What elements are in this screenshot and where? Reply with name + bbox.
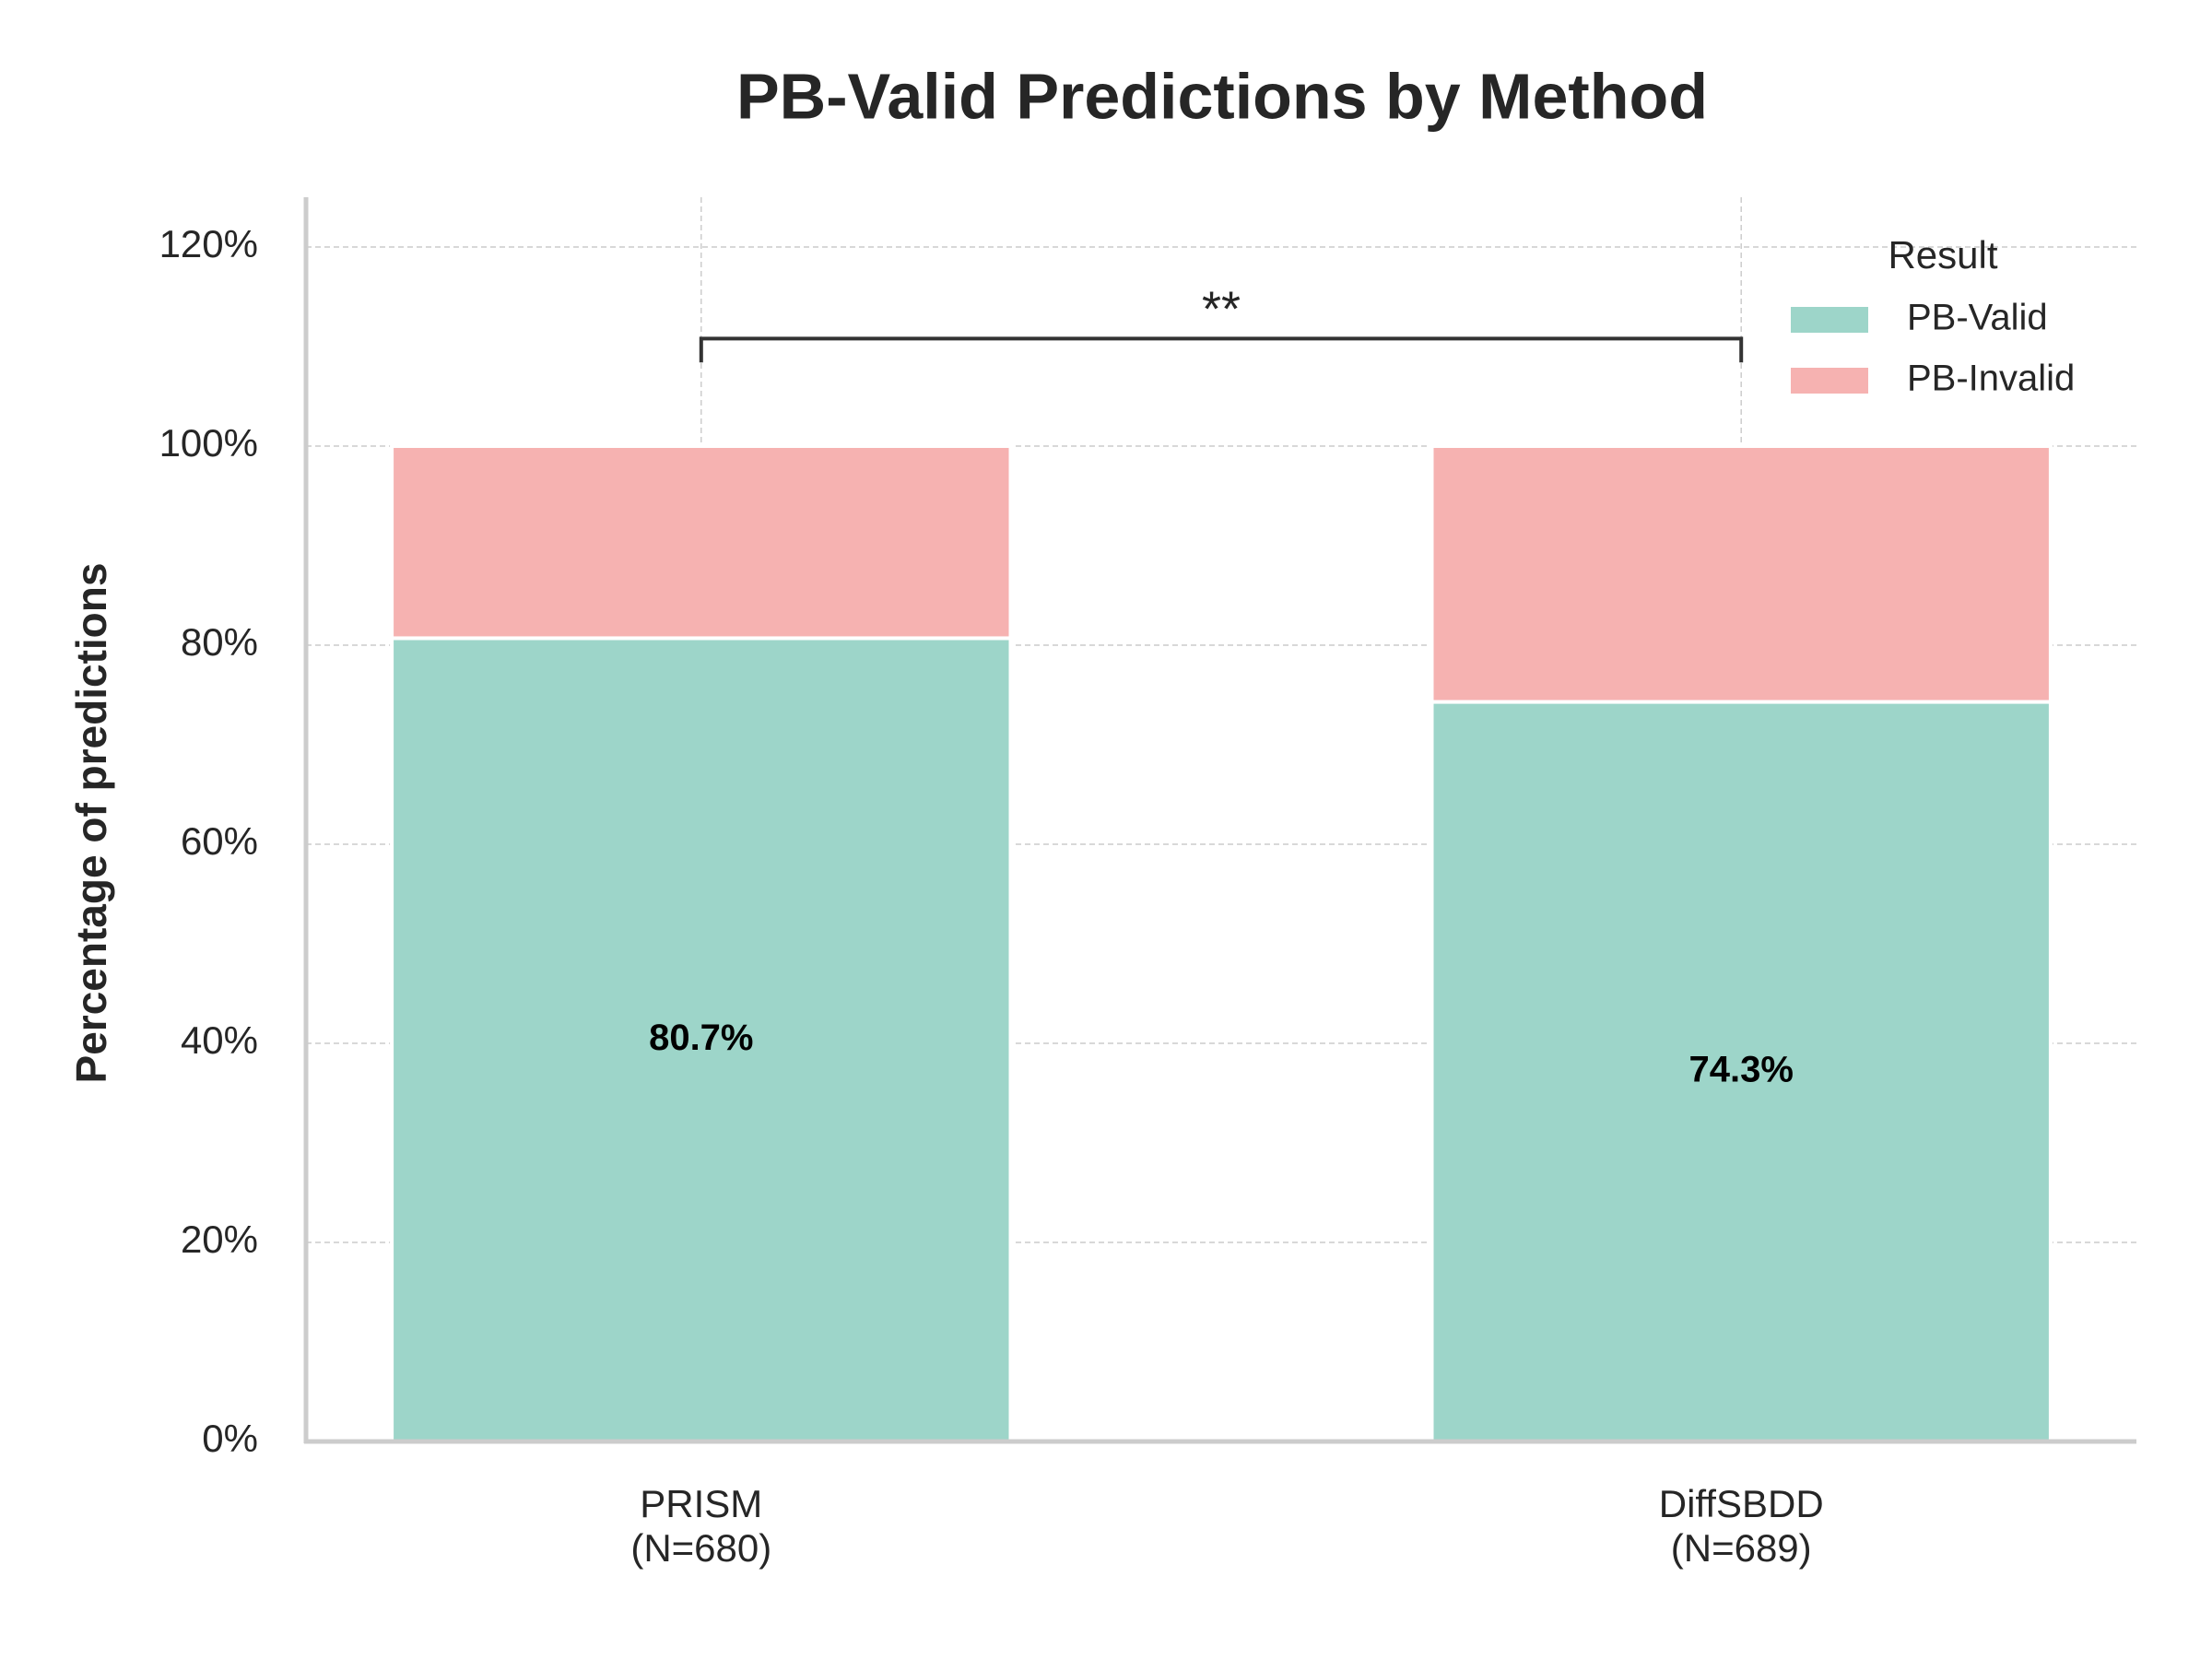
y-tick-label: 80% [181,620,258,664]
significance-label: ** [1202,282,1241,337]
y-tick-label: 0% [202,1417,258,1460]
x-tick-label: PRISM (N=680) [630,1482,772,1571]
legend-title: Result [1888,233,1997,276]
bar-segment [390,444,1013,641]
significance-bracket [699,336,1744,363]
legend-swatch [1791,368,1868,394]
value-label: 80.7% [649,1018,753,1058]
legend-label: PB-Valid [1907,298,2048,338]
legend-swatch [1791,307,1868,333]
bar-segment [1430,444,2053,704]
bar-segment [390,636,1013,1443]
legend-label: PB-Invalid [1907,359,2075,399]
value-label: 74.3% [1688,1049,1793,1089]
y-axis-label: Percentage of predictions [67,563,115,1084]
y-tick-label: 40% [181,1018,258,1062]
bar-segment [1430,700,2053,1443]
y-tick-label: 20% [181,1218,258,1261]
y-tick-label: 100% [159,421,258,465]
y-tick-label: 120% [159,222,258,265]
x-tick-label: DiffSBDD (N=689) [1658,1482,1824,1571]
y-tick-label: 60% [181,819,258,863]
chart-title: PB-Valid Predictions by Method [736,60,1708,132]
